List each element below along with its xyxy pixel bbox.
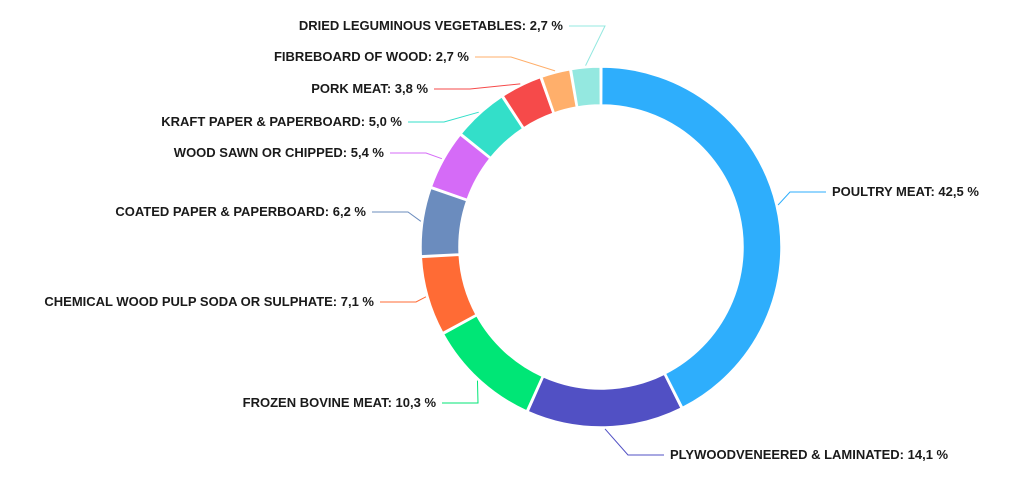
slice-group <box>420 66 782 428</box>
slice-chemical-wood-pulp-soda-or-sulphate[interactable] <box>420 254 478 334</box>
slice-pork-meat[interactable] <box>502 76 555 129</box>
leader-line <box>604 428 664 456</box>
leader-line-group <box>372 25 826 456</box>
slice-label: PLYWOODVENEERED & LAMINATED: 14,1 % <box>670 447 949 462</box>
leader-line <box>442 380 479 404</box>
leader-line <box>434 83 521 90</box>
slice-label: KRAFT PAPER & PAPERBOARD: 5,0 % <box>161 114 402 129</box>
leader-line <box>569 25 606 66</box>
leader-line <box>408 111 479 123</box>
leader-line <box>380 296 427 303</box>
slice-wood-sawn-or-chipped[interactable] <box>430 133 491 201</box>
slice-kraft-paper-paperboard[interactable] <box>460 95 524 159</box>
slice-fibreboard-of-wood[interactable] <box>540 68 578 114</box>
slice-label: PORK MEAT: 3,8 % <box>311 81 428 96</box>
slice-dried-leguminous-vegetables[interactable] <box>570 66 602 108</box>
slice-coated-paper-paperboard[interactable] <box>420 187 468 257</box>
slice-poultry-meat[interactable] <box>600 66 782 409</box>
slice-label: FIBREBOARD OF WOOD: 2,7 % <box>274 49 469 64</box>
slice-label: WOOD SAWN OR CHIPPED: 5,4 % <box>174 145 385 160</box>
leader-line <box>372 211 422 222</box>
slice-label: DRIED LEGUMINOUS VEGETABLES: 2,7 % <box>299 18 564 33</box>
slice-label: POULTRY MEAT: 42,5 % <box>832 184 979 199</box>
slice-frozen-bovine-meat[interactable] <box>442 314 544 412</box>
slice-plywoodveneered-laminated[interactable] <box>527 373 683 428</box>
slice-label: FROZEN BOVINE MEAT: 10,3 % <box>243 395 437 410</box>
slice-label: CHEMICAL WOOD PULP SODA OR SULPHATE: 7,1… <box>44 294 374 309</box>
leader-line <box>390 152 443 160</box>
leader-line <box>777 191 826 206</box>
leader-line <box>475 56 556 72</box>
slice-label: COATED PAPER & PAPERBOARD: 6,2 % <box>115 204 366 219</box>
label-group: POULTRY MEAT: 42,5 % PLYWOODVENEERED & LA… <box>44 18 979 462</box>
